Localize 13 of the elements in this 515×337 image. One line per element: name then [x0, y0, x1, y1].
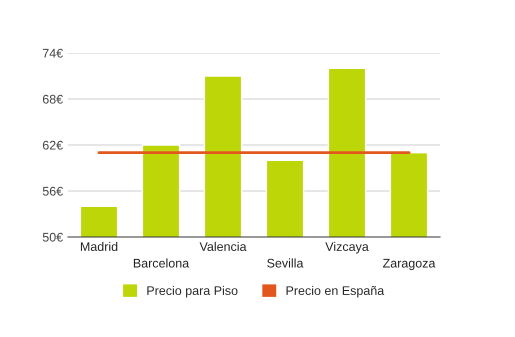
- x-tick-label: Valencia: [200, 242, 247, 252]
- y-tick-label: 56€: [42, 186, 63, 196]
- x-tick-label: Zaragoza: [382, 258, 436, 270]
- x-tick-label: Barcelona: [134, 258, 190, 268]
- x-tick-label: Vizcaya: [325, 242, 369, 254]
- x-tick-label: Madrid: [80, 242, 118, 252]
- y-tick-label: 50€: [42, 232, 63, 242]
- y-tick-label: 68€: [42, 94, 63, 104]
- y-tick-label: 74€: [42, 48, 63, 58]
- y-tick-label: 62€: [42, 140, 63, 150]
- legend-label: Precio para Piso: [147, 286, 238, 298]
- legend-label: Precio en España: [286, 286, 384, 298]
- x-tick-label: Sevilla: [267, 258, 304, 268]
